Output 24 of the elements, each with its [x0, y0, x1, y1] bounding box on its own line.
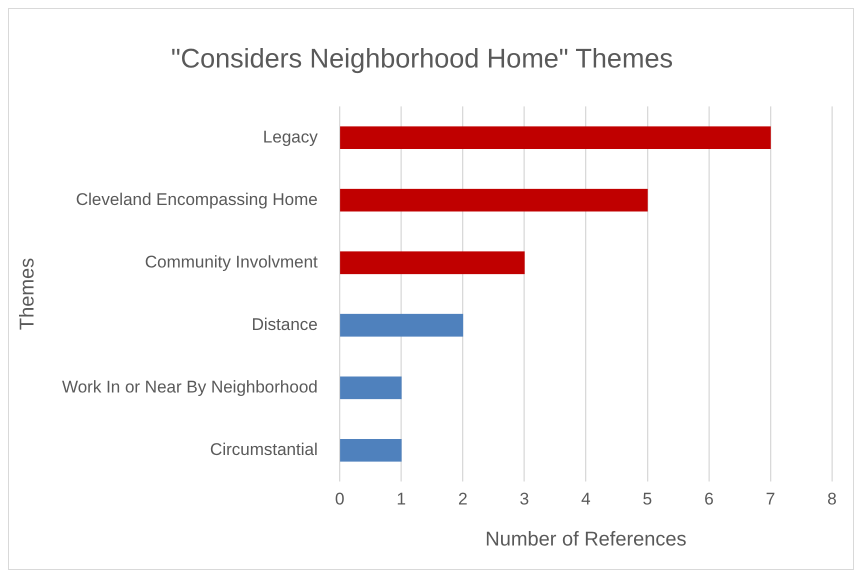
x-axis-title: Number of References	[485, 528, 686, 551]
x-tick-label: 6	[704, 489, 714, 508]
chart-title: "Considers Neighborhood Home" Themes	[171, 44, 673, 74]
y-tick-label: Legacy	[262, 127, 318, 146]
bar	[340, 251, 525, 274]
y-tick-label: Community Involvment	[144, 252, 318, 272]
y-tick-label: Work In or Near By Neighborhood	[62, 377, 318, 396]
bar	[340, 439, 402, 462]
y-tick-label: Distance	[252, 314, 318, 334]
bar	[340, 126, 771, 149]
bar	[340, 376, 402, 400]
y-tick-label: Circumstantial	[210, 440, 318, 460]
x-tick-label: 0	[335, 489, 344, 508]
y-tick-label: Cleveland Encompassing Home	[76, 190, 318, 209]
x-tick-label: 7	[766, 489, 776, 508]
y-axis-title: Themes	[16, 258, 39, 330]
bar	[340, 188, 648, 212]
x-tick-label: 5	[642, 489, 652, 508]
x-tick-label: 2	[458, 489, 468, 508]
x-tick-label: 8	[827, 489, 837, 508]
x-tick-label: 1	[396, 489, 406, 508]
x-tick-label: 4	[581, 489, 591, 508]
bar	[340, 314, 464, 337]
x-tick-label: 3	[520, 489, 530, 508]
